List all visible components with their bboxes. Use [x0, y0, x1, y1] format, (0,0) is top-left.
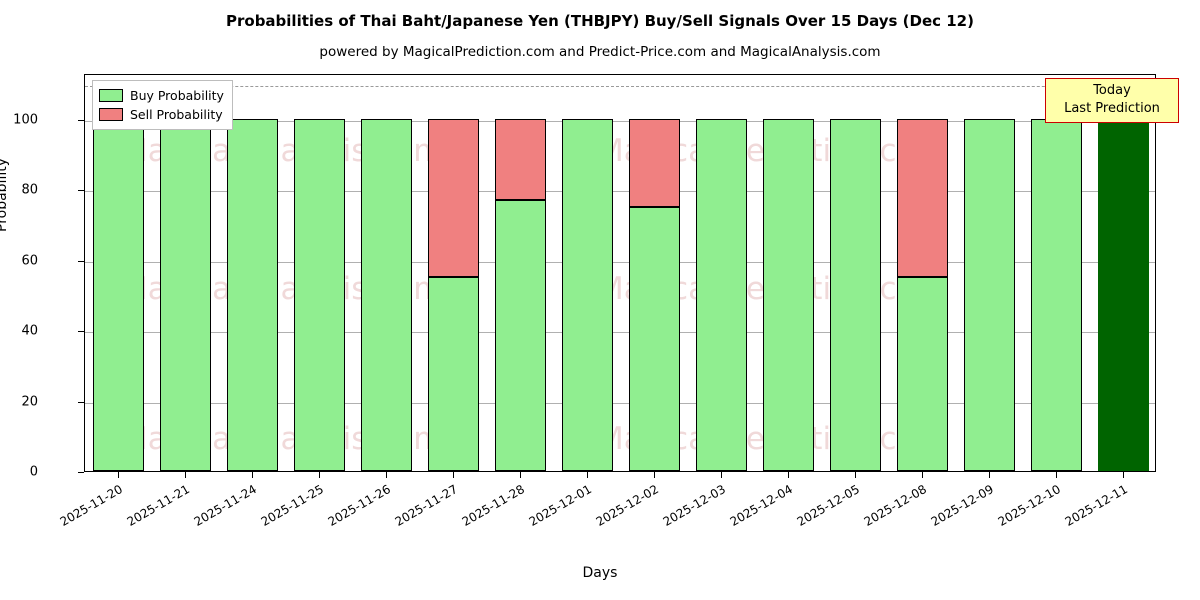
x-tick — [921, 472, 923, 478]
x-tick-label: 2025-11-20 — [57, 482, 125, 529]
legend-swatch-sell — [99, 108, 123, 121]
bar-segment-buy[interactable] — [763, 118, 814, 471]
x-tick — [452, 472, 454, 478]
y-tick-label: 40 — [21, 323, 38, 339]
bar-group[interactable] — [428, 75, 479, 471]
gridline — [85, 402, 1155, 404]
legend-label-buy: Buy Probability — [130, 88, 224, 103]
x-tick — [586, 472, 588, 478]
bar-segment-buy[interactable] — [1098, 118, 1149, 471]
gridline — [85, 120, 1155, 122]
y-tick — [78, 119, 84, 121]
bar-group[interactable] — [696, 75, 747, 471]
y-tick — [78, 260, 84, 262]
plot-area: MagicalAnalysis.com MagicalPrediction.co… — [84, 74, 1156, 472]
bar-segment-buy[interactable] — [562, 118, 613, 471]
x-tick — [318, 472, 320, 478]
x-tick — [117, 472, 119, 478]
bar-group[interactable] — [1098, 75, 1149, 471]
bar-segment-buy[interactable] — [964, 118, 1015, 471]
today-annotation: Today Last Prediction — [1045, 78, 1179, 123]
bar-group[interactable] — [964, 75, 1015, 471]
bar-segment-sell[interactable] — [629, 118, 680, 207]
legend-label-sell: Sell Probability — [130, 107, 223, 122]
x-tick — [720, 472, 722, 478]
bar-segment-buy[interactable] — [361, 118, 412, 471]
chart-title: Probabilities of Thai Baht/Japanese Yen … — [226, 12, 974, 30]
x-tick — [854, 472, 856, 478]
bar-segment-buy[interactable] — [495, 199, 546, 471]
legend-item-buy: Buy Probability — [99, 86, 224, 105]
x-tick — [184, 472, 186, 478]
legend-swatch-buy — [99, 89, 123, 102]
x-tick — [653, 472, 655, 478]
x-tick — [385, 472, 387, 478]
bar-group[interactable] — [361, 75, 412, 471]
y-tick — [78, 472, 84, 473]
today-annotation-line1: Today — [1093, 83, 1131, 98]
x-tick — [1055, 472, 1057, 478]
chart-subtitle: powered by MagicalPrediction.com and Pre… — [319, 44, 881, 60]
bar-segment-buy[interactable] — [160, 118, 211, 471]
y-tick — [78, 401, 84, 403]
bar-group[interactable] — [830, 75, 881, 471]
bar-segment-buy[interactable] — [227, 118, 278, 471]
y-tick-label: 20 — [21, 394, 38, 410]
x-tick — [988, 472, 990, 478]
bar-segment-buy[interactable] — [629, 206, 680, 471]
bar-segment-sell[interactable] — [897, 118, 948, 278]
bar-group[interactable] — [562, 75, 613, 471]
y-tick-label: 80 — [21, 182, 38, 198]
bar-group[interactable] — [495, 75, 546, 471]
bar-group[interactable] — [227, 75, 278, 471]
bar-segment-buy[interactable] — [93, 118, 144, 471]
bar-group[interactable] — [160, 75, 211, 471]
gridline — [85, 332, 1155, 334]
gridline — [85, 261, 1155, 263]
bar-segment-buy[interactable] — [696, 118, 747, 471]
x-axis-title: Days — [582, 565, 618, 581]
bar-group[interactable] — [897, 75, 948, 471]
bar-segment-buy[interactable] — [897, 277, 948, 471]
threshold-dashed-line — [85, 85, 1155, 87]
x-tick — [1122, 472, 1124, 478]
today-annotation-line2: Last Prediction — [1064, 101, 1160, 116]
bar-segment-buy[interactable] — [428, 277, 479, 471]
y-axis-title: Probability — [0, 157, 10, 232]
bar-group[interactable] — [629, 75, 680, 471]
legend: Buy Probability Sell Probability — [92, 80, 233, 130]
bar-group[interactable] — [763, 75, 814, 471]
y-tick-label: 100 — [13, 112, 38, 128]
x-tick — [787, 472, 789, 478]
y-tick — [78, 331, 84, 333]
y-tick — [78, 190, 84, 192]
bar-group[interactable] — [93, 75, 144, 471]
y-tick-label: 60 — [21, 253, 38, 269]
bar-segment-buy[interactable] — [1031, 118, 1082, 471]
y-tick-label: 0 — [29, 464, 38, 480]
x-tick — [519, 472, 521, 478]
bar-group[interactable] — [294, 75, 345, 471]
bar-segment-sell[interactable] — [428, 118, 479, 278]
gridline — [85, 191, 1155, 193]
bar-segment-buy[interactable] — [294, 118, 345, 471]
bar-group[interactable] — [1031, 75, 1082, 471]
x-tick — [251, 472, 253, 478]
legend-item-sell: Sell Probability — [99, 105, 224, 124]
bar-segment-sell[interactable] — [495, 118, 546, 200]
bar-segment-buy[interactable] — [830, 118, 881, 471]
